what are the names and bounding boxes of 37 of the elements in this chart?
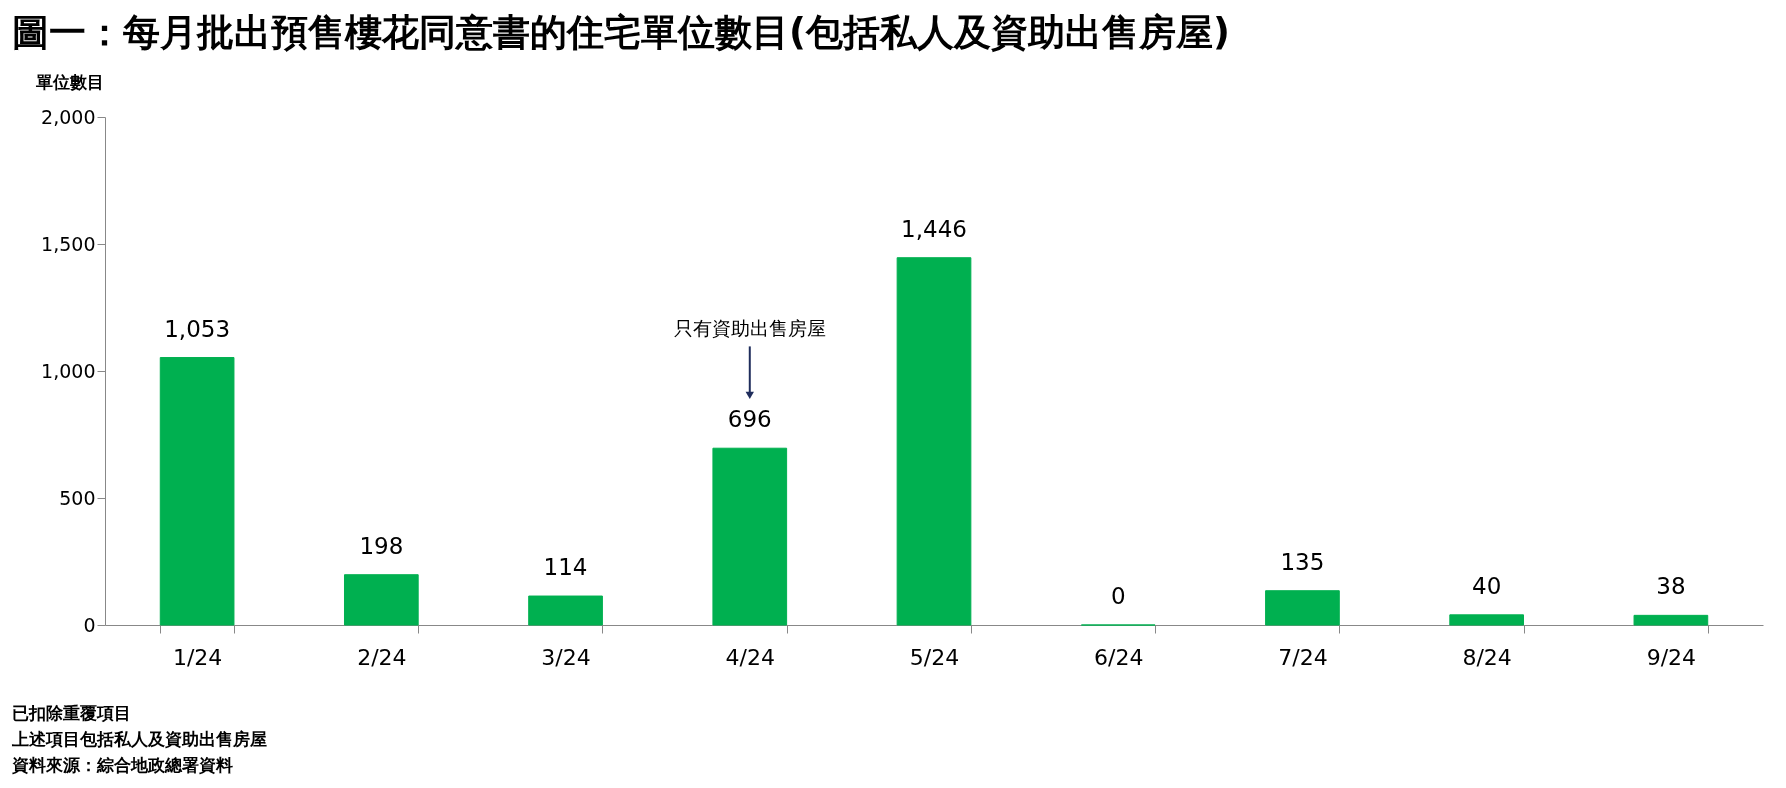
x-tick-label: 9/24 — [1646, 644, 1697, 670]
data-label: 696 — [727, 406, 772, 433]
text: 已扣除重覆項目 — [12, 702, 132, 725]
bar — [896, 257, 972, 626]
bar — [343, 574, 419, 626]
y-axis-title: 單位數目 — [34, 71, 104, 92]
chart-title: 圖一：每月批出預售樓花同意書的住宅單位數目(包括私人及資助出售房屋) — [12, 10, 1230, 56]
bar — [712, 447, 788, 626]
bar — [159, 357, 235, 626]
bar — [1449, 614, 1525, 626]
data-label: 1,446 — [901, 215, 967, 242]
annotation: 只有資助出售房屋 — [673, 317, 826, 340]
x-tick-label: 7/24 — [1278, 644, 1328, 670]
x-tick-label: 6/24 — [1094, 644, 1144, 670]
data-label: 198 — [359, 532, 404, 559]
data-label: 114 — [543, 554, 588, 581]
x-tick-label: 8/24 — [1462, 644, 1512, 670]
data-label: 1,053 — [164, 315, 231, 342]
y-tick-label: 500 — [59, 486, 96, 509]
bar — [1265, 590, 1340, 626]
y-tick-label: 1,000 — [41, 359, 96, 382]
text: 上述項目包括私人及資助出售房屋 — [12, 728, 267, 751]
bar — [1633, 614, 1709, 626]
x-tick-label: 4/24 — [725, 644, 775, 670]
bar — [528, 595, 603, 626]
y-tick-label: 0 — [83, 613, 96, 636]
x-tick-label: 2/24 — [357, 644, 407, 670]
data-label: 135 — [1280, 548, 1325, 575]
y-tick-label: 2,000 — [41, 105, 96, 128]
data-label: 0 — [1110, 583, 1126, 609]
source-note: 資料來源：綜合地政總署資料 — [12, 754, 234, 777]
x-tick-label: 1/24 — [172, 644, 223, 670]
data-label: 38 — [1656, 573, 1686, 600]
data-label: 40 — [1472, 572, 1502, 599]
x-tick-label: 3/24 — [541, 644, 591, 670]
y-tick-label: 1,500 — [41, 232, 96, 255]
x-tick-label: 5/24 — [909, 644, 960, 670]
